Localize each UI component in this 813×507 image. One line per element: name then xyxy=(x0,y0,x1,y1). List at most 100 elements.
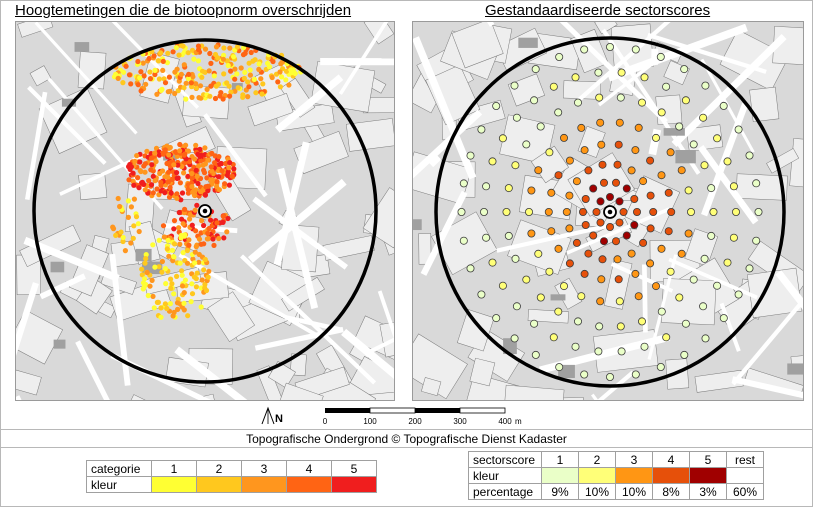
measurement-point xyxy=(169,176,175,183)
category-legend: categorie 1 2 3 4 5 kleur xyxy=(86,460,377,493)
measurement-point xyxy=(125,214,131,220)
measurement-point xyxy=(158,50,164,56)
sector-score-point xyxy=(632,207,641,216)
measurement-point xyxy=(201,267,207,273)
measurement-point xyxy=(185,173,191,179)
street xyxy=(719,302,741,352)
sector-score-point xyxy=(466,264,475,273)
measurement-point xyxy=(165,174,171,180)
measurement-point xyxy=(189,84,195,90)
measurement-point xyxy=(168,190,174,196)
city-block xyxy=(694,369,744,393)
sector-score-point xyxy=(534,249,543,258)
sector-score-point xyxy=(581,220,590,229)
measurement-point xyxy=(196,236,203,242)
measurement-point xyxy=(174,273,180,279)
street xyxy=(731,297,803,386)
left-map-title: Hoogtemetingen die de biotoopnorm oversc… xyxy=(15,2,352,19)
measurement-point xyxy=(148,167,154,173)
measurement-point xyxy=(234,71,240,77)
sector-score-point xyxy=(477,290,486,299)
measurement-point xyxy=(177,148,183,154)
measurement-point xyxy=(193,167,199,173)
measurement-point xyxy=(152,264,158,270)
legend-score: 1 xyxy=(541,451,579,468)
sector-score-point xyxy=(531,65,540,74)
sector-score-point xyxy=(681,96,690,105)
sector-score-point xyxy=(619,207,628,216)
measurement-point xyxy=(128,81,134,87)
measurement-point xyxy=(246,60,252,66)
measurement-point xyxy=(206,68,212,74)
sector-score-point xyxy=(596,218,605,227)
measurement-point xyxy=(179,272,185,278)
measurement-point xyxy=(247,67,253,73)
sector-score-point xyxy=(605,222,614,231)
measurement-point xyxy=(143,252,149,258)
street xyxy=(413,36,477,180)
sector-score-point xyxy=(713,281,722,290)
measurement-point xyxy=(138,69,144,75)
measurement-point xyxy=(177,141,183,148)
measurement-point xyxy=(164,60,170,66)
measurement-point xyxy=(152,178,158,184)
measurement-point xyxy=(231,54,237,60)
measurement-point xyxy=(181,307,187,313)
measurement-point xyxy=(179,190,186,196)
measurement-point xyxy=(195,43,202,49)
measurement-point xyxy=(160,67,166,73)
sector-score-point xyxy=(666,148,675,157)
measurement-point xyxy=(142,260,148,266)
sector-score-point xyxy=(613,160,622,169)
sector-score-point xyxy=(580,269,589,278)
sector-score-point xyxy=(549,333,558,342)
measurement-point xyxy=(167,184,173,191)
sector-score-point xyxy=(527,229,536,238)
legend-percentage: 9% xyxy=(541,483,579,500)
measurement-point xyxy=(196,95,202,101)
measurement-point xyxy=(289,70,295,76)
scale-tick-label: 200 xyxy=(408,417,422,426)
measurement-point xyxy=(139,272,145,278)
measurement-point xyxy=(134,153,140,159)
sector-score-point xyxy=(622,184,631,193)
measurement-point xyxy=(209,168,215,174)
north-arrow-icon xyxy=(261,406,275,425)
measurement-point xyxy=(229,173,235,179)
measurement-point xyxy=(219,168,225,174)
sector-score-point xyxy=(615,118,624,127)
biotope-circle xyxy=(32,38,378,384)
street xyxy=(174,346,248,400)
measurement-point xyxy=(160,223,167,229)
measurement-point xyxy=(162,266,168,272)
sector-score-point xyxy=(639,177,648,186)
measurement-point xyxy=(177,180,183,186)
sector-score-point xyxy=(689,140,698,149)
measurement-point xyxy=(181,85,187,91)
measurement-point xyxy=(223,160,229,167)
legend-swatch xyxy=(578,467,616,484)
measurement-point xyxy=(165,50,171,56)
measurement-point xyxy=(185,313,191,319)
measurement-point xyxy=(198,304,204,310)
sector-score-point xyxy=(630,220,639,229)
measurement-point xyxy=(147,69,153,75)
city-block xyxy=(749,86,780,123)
measurement-point xyxy=(138,88,144,94)
scale-unit: m xyxy=(515,417,522,426)
measurement-point xyxy=(205,157,211,163)
measurement-point xyxy=(172,90,178,97)
sector-score-point xyxy=(597,275,606,284)
sector-score-point xyxy=(589,184,598,193)
street xyxy=(668,257,758,300)
measurement-point xyxy=(122,248,128,254)
sector-score-point xyxy=(527,186,536,195)
measurement-point xyxy=(193,244,199,250)
building xyxy=(663,128,685,136)
measurement-point xyxy=(158,314,164,320)
measurement-point xyxy=(155,58,161,64)
measurement-point xyxy=(167,301,173,307)
measurement-point xyxy=(220,56,226,62)
building xyxy=(74,42,90,52)
sector-score-point xyxy=(555,363,564,372)
